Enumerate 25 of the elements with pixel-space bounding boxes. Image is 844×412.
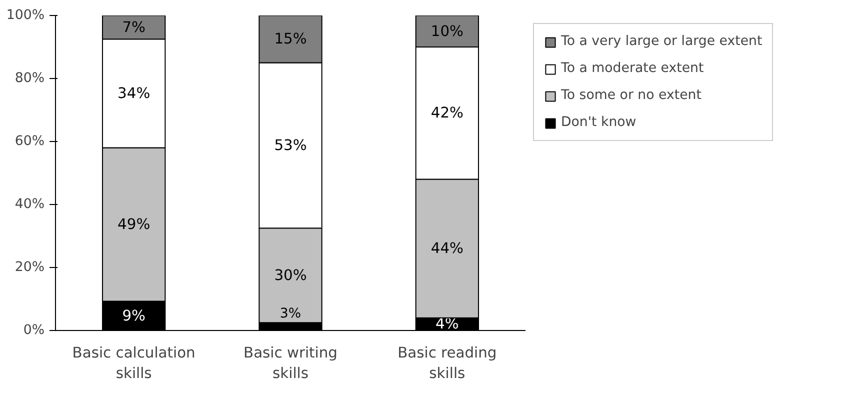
y-tick-label: 0% (23, 323, 45, 338)
y-tick-label: 20% (14, 260, 44, 275)
data-label: 53% (274, 136, 307, 154)
data-label: 44% (430, 240, 464, 258)
legend-label: To a very large or large extent (561, 34, 762, 49)
data-label: 7% (122, 18, 146, 36)
data-label: 10% (430, 22, 464, 40)
x-tick-label: Basic writing skills (244, 344, 338, 382)
y-tick-label: 80% (14, 71, 44, 86)
y-tick-label: 40% (14, 197, 44, 212)
y-tick-label: 100% (6, 8, 45, 23)
legend-label: To some or no extent (561, 88, 702, 103)
legend-label: To a moderate extent (561, 61, 704, 76)
data-label: 4% (436, 316, 459, 333)
legend-label: Don't know (561, 115, 636, 130)
data-label: 9% (122, 307, 146, 324)
data-label: 34% (118, 84, 150, 102)
data-label: 49% (118, 216, 150, 234)
x-tick-label: Basic reading skills (398, 344, 497, 382)
data-label: 15% (274, 30, 307, 48)
y-tick-label: 60% (14, 134, 44, 149)
x-tick-label: Basic calculation skills (72, 344, 196, 382)
data-label: 30% (274, 266, 307, 284)
data-label: 3% (280, 306, 302, 322)
data-label: 42% (430, 104, 464, 122)
